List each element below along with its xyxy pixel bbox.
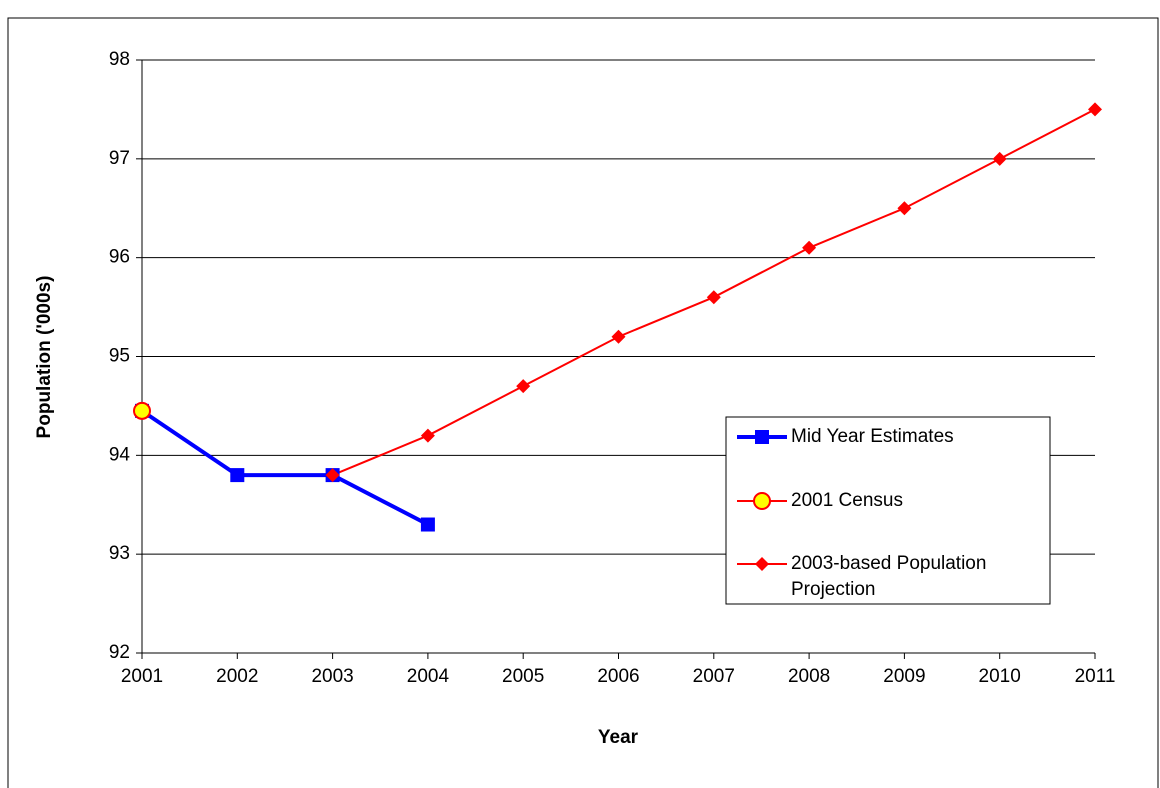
y-tick-label: 96: [109, 247, 130, 268]
x-tick-label: 2004: [407, 666, 450, 687]
data-point: [1088, 102, 1102, 117]
data-point: [420, 428, 435, 443]
y-tick-label: 98: [109, 49, 130, 70]
x-tick-label: 2006: [597, 666, 639, 687]
data-point: [802, 240, 817, 255]
x-tick-label: 2007: [693, 666, 735, 687]
x-tick-label: 2005: [502, 666, 544, 687]
y-axis-label: Population ('000s): [34, 276, 55, 439]
x-tick-label: 2011: [1075, 666, 1116, 687]
x-tick-label: 2009: [883, 666, 925, 687]
x-tick-label: 2010: [979, 666, 1021, 687]
series-line: [140, 409, 429, 527]
data-point: [992, 151, 1007, 166]
x-tick-label: 2002: [216, 666, 258, 687]
legend: Mid Year Estimates 2001 Census 2003-based …: [725, 416, 1051, 605]
data-point: [706, 290, 721, 305]
data-point: [611, 329, 626, 344]
x-tick-label: 2001: [121, 666, 163, 687]
legend-label: Mid Year Estimates: [791, 426, 954, 447]
chart-frame: [7, 17, 1159, 788]
legend-marker: [755, 557, 769, 571]
y-tick-label: 93: [109, 543, 130, 564]
legend-marker: [755, 430, 769, 444]
legend-marker: [753, 492, 771, 510]
y-tick-label: 95: [109, 346, 130, 367]
data-point: [897, 201, 912, 216]
y-tick-label: 92: [109, 642, 130, 663]
y-tick-label: 94: [109, 444, 131, 465]
data-point: [420, 517, 435, 532]
data-point: [230, 468, 245, 483]
x-axis-label: Year: [598, 727, 639, 748]
data-point: [133, 401, 151, 420]
data-point: [325, 468, 340, 483]
x-tick-label: 2008: [788, 666, 830, 687]
x-tick-label: 2003: [311, 666, 353, 687]
legend-box: [725, 416, 1051, 605]
legend-label: 2001 Census: [791, 490, 903, 511]
legend-label: 2003-based Population Projection: [791, 553, 986, 600]
y-tick-label: 97: [109, 148, 130, 169]
data-point: [516, 379, 531, 394]
